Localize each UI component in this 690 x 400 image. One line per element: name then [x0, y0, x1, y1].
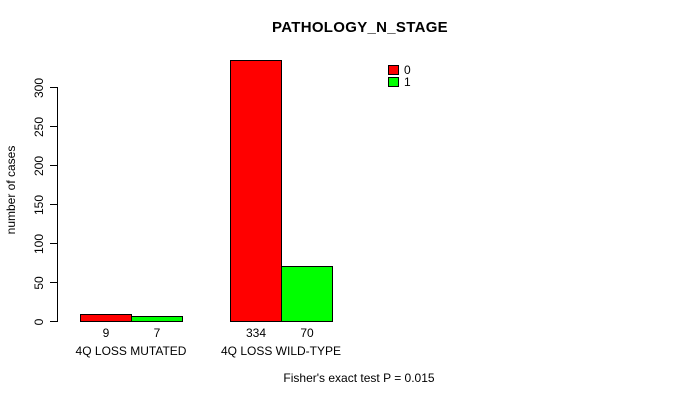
bar-value-label: 9 [102, 326, 110, 340]
y-tick-label: 50 [32, 275, 46, 290]
y-tick-mark [50, 87, 57, 88]
y-tick-mark [50, 204, 57, 205]
y-tick-label: 200 [32, 155, 46, 176]
y-tick-mark [50, 126, 57, 127]
category-label: 4Q LOSS MUTATED [75, 344, 187, 358]
y-tick-mark [50, 243, 57, 244]
y-axis-line [57, 87, 58, 322]
y-tick-mark [50, 321, 57, 322]
bar-value-label: 70 [300, 326, 314, 340]
y-tick-label: 0 [32, 318, 46, 325]
legend-swatch [388, 65, 399, 75]
legend-label: 0 [404, 63, 411, 77]
y-tick-label: 300 [32, 77, 46, 98]
bar-series-0-0 [80, 313, 132, 322]
legend-item: 0 [388, 64, 411, 76]
bar-value-label: 334 [245, 326, 267, 340]
y-tick-label: 100 [32, 233, 46, 254]
y-tick-label: 150 [32, 194, 46, 215]
legend-swatch [388, 77, 399, 87]
bar-value-label: 7 [153, 326, 161, 340]
y-tick-label: 250 [32, 116, 46, 137]
y-tick-mark [50, 282, 57, 283]
y-axis-label: number of cases [4, 145, 18, 235]
annotation-text: Fisher's exact test P = 0.015 [283, 371, 435, 385]
bar-series-0-1 [230, 60, 282, 322]
bar-series-1-1 [281, 266, 333, 322]
legend-label: 1 [404, 75, 411, 89]
category-label: 4Q LOSS WILD-TYPE [220, 344, 342, 358]
y-tick-mark [50, 165, 57, 166]
chart-title: PATHOLOGY_N_STAGE [272, 19, 448, 36]
bar-series-1-0 [131, 315, 183, 322]
legend-item: 1 [388, 76, 411, 88]
